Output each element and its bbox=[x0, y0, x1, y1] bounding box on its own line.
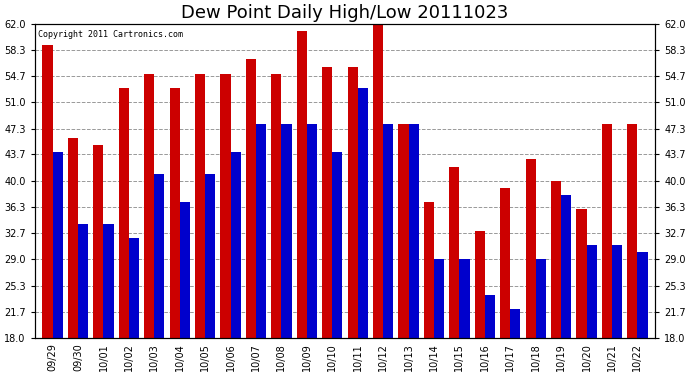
Bar bbox=[297, 31, 307, 338]
Bar bbox=[78, 224, 88, 338]
Bar bbox=[561, 195, 571, 338]
Bar bbox=[246, 59, 256, 338]
Bar bbox=[526, 159, 535, 338]
Title: Dew Point Daily High/Low 20111023: Dew Point Daily High/Low 20111023 bbox=[181, 4, 509, 22]
Bar bbox=[398, 124, 408, 338]
Bar bbox=[348, 67, 357, 338]
Bar bbox=[43, 45, 52, 338]
Bar bbox=[52, 152, 63, 338]
Bar bbox=[322, 67, 333, 338]
Bar bbox=[271, 74, 282, 338]
Bar bbox=[511, 309, 520, 338]
Bar bbox=[535, 260, 546, 338]
Bar bbox=[449, 166, 460, 338]
Bar bbox=[373, 16, 383, 338]
Bar bbox=[627, 124, 638, 338]
Bar bbox=[307, 124, 317, 338]
Bar bbox=[68, 138, 78, 338]
Bar bbox=[602, 124, 612, 338]
Bar bbox=[155, 174, 164, 338]
Bar bbox=[357, 88, 368, 338]
Bar bbox=[129, 238, 139, 338]
Bar bbox=[256, 124, 266, 338]
Bar bbox=[586, 245, 597, 338]
Bar bbox=[144, 74, 155, 338]
Bar bbox=[576, 209, 586, 338]
Bar bbox=[104, 224, 114, 338]
Bar bbox=[475, 231, 485, 338]
Bar bbox=[93, 145, 104, 338]
Bar bbox=[230, 152, 241, 338]
Bar bbox=[119, 88, 129, 338]
Bar bbox=[383, 124, 393, 338]
Bar bbox=[551, 181, 561, 338]
Bar bbox=[179, 202, 190, 338]
Bar bbox=[424, 202, 434, 338]
Bar bbox=[434, 260, 444, 338]
Bar bbox=[170, 88, 179, 338]
Bar bbox=[205, 174, 215, 338]
Bar bbox=[612, 245, 622, 338]
Bar bbox=[500, 188, 511, 338]
Bar bbox=[638, 252, 647, 338]
Bar bbox=[220, 74, 230, 338]
Text: Copyright 2011 Cartronics.com: Copyright 2011 Cartronics.com bbox=[38, 30, 183, 39]
Bar bbox=[485, 295, 495, 338]
Bar bbox=[282, 124, 292, 338]
Bar bbox=[460, 260, 470, 338]
Bar bbox=[408, 124, 419, 338]
Bar bbox=[333, 152, 342, 338]
Bar bbox=[195, 74, 205, 338]
